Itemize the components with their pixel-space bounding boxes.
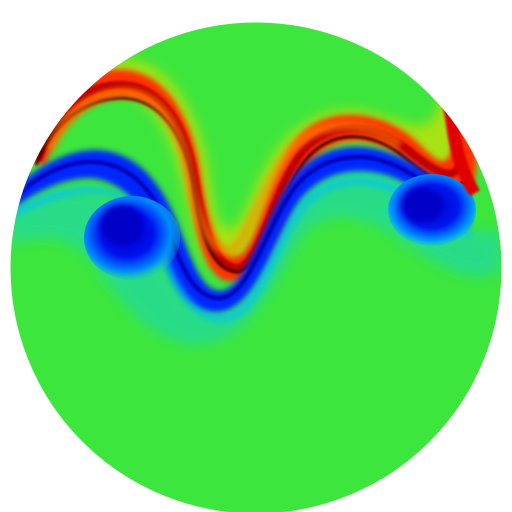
upper-shear-glow [45,86,404,256]
left-vortex-core [100,205,144,245]
lower-cyan-fringe [10,177,472,323]
yellow-halo [20,59,480,269]
sphere-edge [9,21,503,512]
right-vortex-core [402,187,442,223]
upper-shear-band [28,62,477,282]
wave-crest [422,62,480,196]
teal-halo [10,154,500,345]
upper-shear-dark-line [34,96,468,274]
lower-shear-band [10,146,470,313]
upper-shear-core [34,80,466,273]
lower-shear-core [12,155,472,301]
